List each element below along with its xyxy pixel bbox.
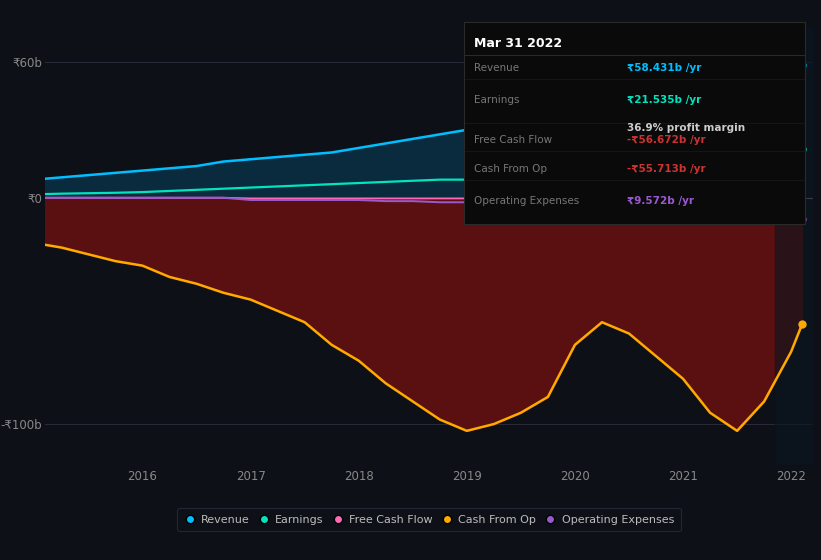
Legend: Revenue, Earnings, Free Cash Flow, Cash From Op, Operating Expenses: Revenue, Earnings, Free Cash Flow, Cash … (177, 508, 681, 531)
Text: Earnings: Earnings (474, 95, 520, 105)
Text: ₹21.535b /yr: ₹21.535b /yr (627, 95, 702, 105)
Text: -₹55.713b /yr: -₹55.713b /yr (627, 164, 706, 174)
Text: 36.9% profit margin: 36.9% profit margin (627, 123, 745, 133)
Text: Cash From Op: Cash From Op (474, 164, 547, 174)
Text: Revenue: Revenue (474, 63, 519, 73)
Text: Operating Expenses: Operating Expenses (474, 196, 580, 206)
Bar (775, 28, 819, 465)
Text: ₹9.572b /yr: ₹9.572b /yr (627, 196, 695, 206)
Text: Mar 31 2022: Mar 31 2022 (474, 36, 562, 49)
Text: Free Cash Flow: Free Cash Flow (474, 136, 553, 145)
Text: ₹58.431b /yr: ₹58.431b /yr (627, 63, 702, 73)
Text: -₹56.672b /yr: -₹56.672b /yr (627, 136, 706, 145)
